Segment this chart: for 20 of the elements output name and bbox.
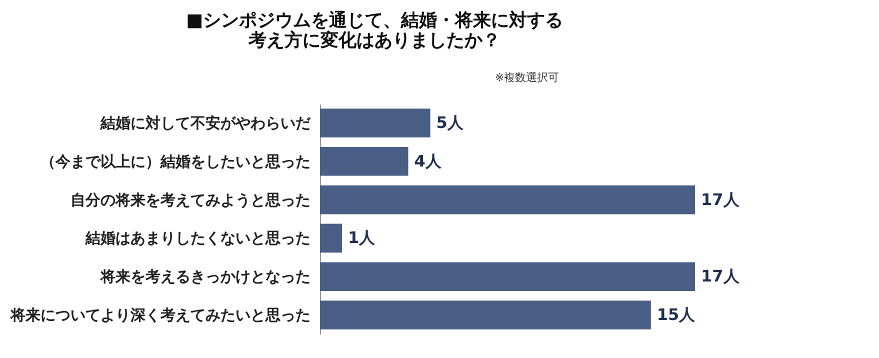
y-tick-label: 将来を考えるきっかけとなった	[100, 268, 310, 286]
chart-title: ■シンポジウムを通じて、結婚・将来に対する考え方に変化はありましたか？	[186, 10, 564, 51]
data-label: 1人	[348, 228, 376, 248]
y-tick-label: 自分の将来を考えてみようと思った	[70, 190, 310, 209]
y-tick-label: 将来についてより深く考えてみたいと思った	[10, 306, 310, 324]
bar	[320, 108, 430, 138]
y-tick-label: （今まで以上に）結婚をしたいと思った	[40, 152, 310, 170]
text: ※複数選択可	[495, 71, 560, 84]
data-label: 17人	[701, 266, 740, 286]
data-label: 5人	[436, 113, 464, 132]
bar	[320, 262, 695, 291]
bar	[320, 300, 651, 330]
bar	[320, 224, 342, 253]
y-tick-label: 結婚に対して不安がやわらいだ	[100, 114, 312, 132]
bar	[320, 147, 408, 176]
y-tick-label: 結婚はあまりしたくないと思った	[84, 229, 310, 248]
data-label: 15人	[656, 304, 696, 324]
data-label: 17人	[701, 190, 740, 209]
data-label: 4人	[414, 151, 442, 170]
bar	[320, 185, 695, 214]
